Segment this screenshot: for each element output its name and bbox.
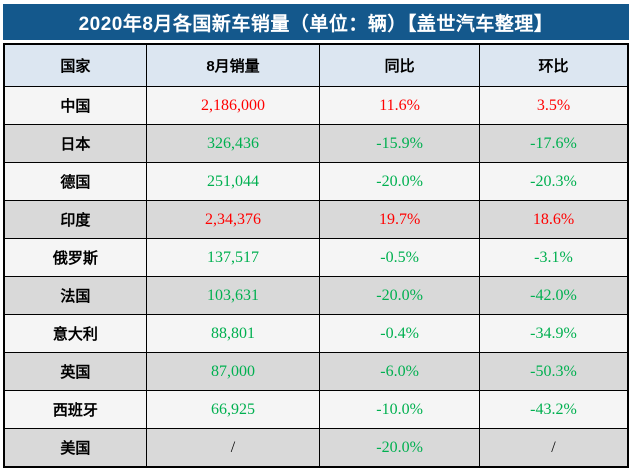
mom-cell: -34.9%	[478, 314, 629, 353]
mom-cell: -42.0%	[478, 276, 629, 315]
header-country: 国家	[3, 43, 147, 87]
table-row: 日本 326,436 -15.9% -17.6%	[3, 124, 629, 163]
table-row: 中国 2,186,000 11.6% 3.5%	[3, 86, 629, 125]
table-row: 意大利 88,801 -0.4% -34.9%	[3, 314, 629, 353]
mom-cell: -43.2%	[478, 390, 629, 429]
mom-cell: 18.6%	[478, 200, 629, 239]
mom-cell: 3.5%	[478, 86, 629, 125]
table-row: 美国 / -20.0% /	[3, 428, 629, 468]
sales-cell: 2,186,000	[145, 86, 321, 125]
country-cell: 俄罗斯	[3, 238, 147, 277]
sales-cell: 66,925	[145, 390, 321, 429]
header-mom: 环比	[478, 43, 629, 87]
yoy-cell: -0.4%	[319, 314, 480, 353]
sales-cell: 87,000	[145, 352, 321, 391]
sales-cell: 137,517	[145, 238, 321, 277]
country-cell: 中国	[3, 86, 147, 125]
country-cell: 法国	[3, 276, 147, 315]
country-cell: 日本	[3, 124, 147, 163]
yoy-cell: -20.0%	[319, 276, 480, 315]
table-body: 中国 2,186,000 11.6% 3.5% 日本 326,436 -15.9% -17.6…	[3, 86, 629, 468]
yoy-cell: -0.5%	[319, 238, 480, 277]
table-row: 印度 2,34,376 19.7% 18.6%	[3, 200, 629, 239]
sales-cell: 2,34,376	[145, 200, 321, 239]
yoy-cell: -15.9%	[319, 124, 480, 163]
sales-cell: 88,801	[145, 314, 321, 353]
table-row: 德国 251,044 -20.0% -20.3%	[3, 162, 629, 201]
country-cell: 美国	[3, 428, 147, 468]
yoy-cell: -6.0%	[319, 352, 480, 391]
country-cell: 西班牙	[3, 390, 147, 429]
header-sales: 8月销量	[145, 43, 321, 87]
mom-cell: /	[478, 428, 629, 468]
country-cell: 德国	[3, 162, 147, 201]
table-title: 2020年8月各国新车销量（单位：辆）【盖世汽车整理】	[78, 13, 554, 35]
table-row: 英国 87,000 -6.0% -50.3%	[3, 352, 629, 391]
yoy-cell: 11.6%	[319, 86, 480, 125]
table-title-bar: 2020年8月各国新车销量（单位：辆）【盖世汽车整理】	[3, 4, 629, 40]
sales-cell: 103,631	[145, 276, 321, 315]
table-row: 法国 103,631 -20.0% -42.0%	[3, 276, 629, 315]
sales-cell: /	[145, 428, 321, 468]
yoy-cell: -20.0%	[319, 428, 480, 468]
table-header-row: 国家 8月销量 同比 环比	[3, 43, 629, 87]
country-cell: 意大利	[3, 314, 147, 353]
mom-cell: -3.1%	[478, 238, 629, 277]
yoy-cell: -10.0%	[319, 390, 480, 429]
yoy-cell: 19.7%	[319, 200, 480, 239]
country-cell: 英国	[3, 352, 147, 391]
yoy-cell: -20.0%	[319, 162, 480, 201]
mom-cell: -20.3%	[478, 162, 629, 201]
sales-cell: 326,436	[145, 124, 321, 163]
sales-table: 国家 8月销量 同比 环比 中国 2,186,000 11.6% 3.5% 日本 326,…	[3, 43, 629, 468]
mom-cell: -50.3%	[478, 352, 629, 391]
header-yoy: 同比	[319, 43, 480, 87]
mom-cell: -17.6%	[478, 124, 629, 163]
country-cell: 印度	[3, 200, 147, 239]
table-row: 俄罗斯 137,517 -0.5% -3.1%	[3, 238, 629, 277]
table-row: 西班牙 66,925 -10.0% -43.2%	[3, 390, 629, 429]
sales-cell: 251,044	[145, 162, 321, 201]
